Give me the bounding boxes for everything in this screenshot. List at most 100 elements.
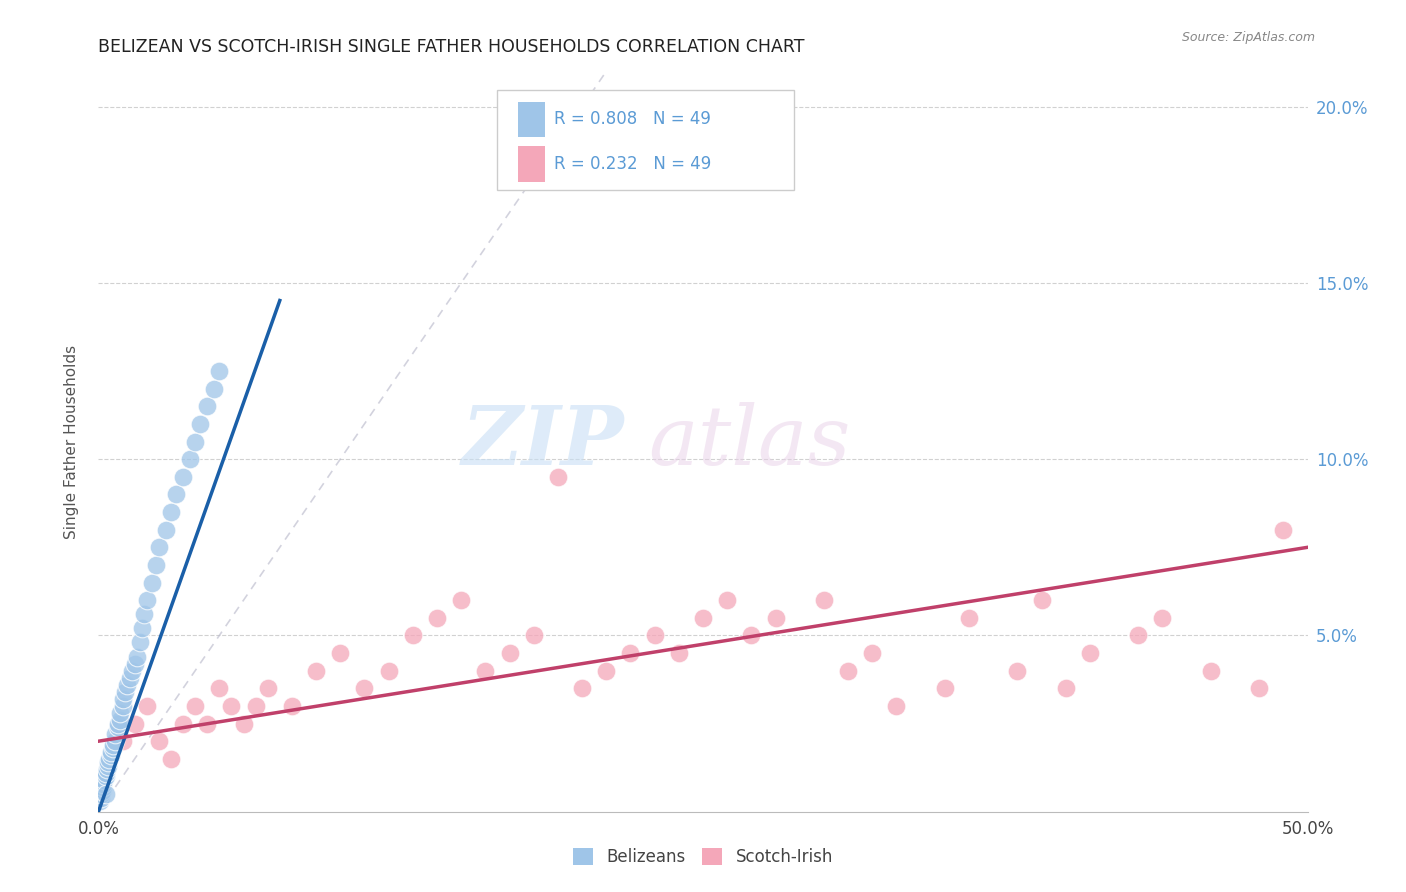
Point — [232, 716, 254, 731]
Point — [619, 646, 641, 660]
Point — [221, 698, 243, 713]
Point — [148, 734, 170, 748]
Point — [97, 759, 120, 773]
Point — [135, 698, 157, 713]
Text: ZIP: ZIP — [461, 401, 624, 482]
Point — [353, 681, 375, 696]
Point — [716, 593, 738, 607]
Point — [184, 698, 207, 713]
Point — [155, 523, 177, 537]
Point — [668, 646, 690, 660]
FancyBboxPatch shape — [517, 102, 544, 137]
Point — [117, 678, 139, 692]
Point — [94, 787, 117, 801]
Point — [377, 664, 399, 678]
Point — [145, 558, 167, 572]
Point — [1031, 593, 1053, 607]
Point — [450, 593, 472, 607]
Point — [1199, 664, 1222, 678]
Point — [208, 364, 231, 378]
Point — [90, 787, 112, 801]
Point — [121, 664, 143, 678]
Point — [179, 452, 201, 467]
Point — [837, 664, 859, 678]
Point — [98, 752, 121, 766]
Point — [765, 611, 787, 625]
Point — [860, 646, 883, 660]
Point — [547, 470, 569, 484]
Point — [134, 607, 156, 622]
Text: Source: ZipAtlas.com: Source: ZipAtlas.com — [1181, 31, 1315, 45]
Point — [184, 434, 207, 449]
Point — [281, 698, 304, 713]
Point — [305, 664, 328, 678]
Point — [934, 681, 956, 696]
Point — [195, 716, 218, 731]
Point — [426, 611, 449, 625]
Point — [91, 783, 114, 797]
Text: R = 0.232   N = 49: R = 0.232 N = 49 — [554, 155, 711, 173]
Point — [91, 780, 114, 794]
Point — [100, 748, 122, 763]
Point — [595, 664, 617, 678]
Text: R = 0.808   N = 49: R = 0.808 N = 49 — [554, 111, 711, 128]
Point — [89, 794, 111, 808]
Point — [692, 611, 714, 625]
Point — [104, 727, 127, 741]
Point — [160, 505, 183, 519]
Point — [101, 738, 124, 752]
Point — [1249, 681, 1271, 696]
Point — [97, 756, 120, 770]
Point — [208, 681, 231, 696]
Point — [1272, 523, 1295, 537]
Legend: Belizeans, Scotch-Irish: Belizeans, Scotch-Irish — [565, 840, 841, 875]
Point — [108, 706, 131, 720]
Point — [329, 646, 352, 660]
Text: atlas: atlas — [648, 401, 851, 482]
Point — [1128, 628, 1150, 642]
Point — [118, 671, 141, 685]
Point — [111, 692, 134, 706]
Point — [101, 741, 124, 756]
Point — [886, 698, 908, 713]
Point — [402, 628, 425, 642]
FancyBboxPatch shape — [517, 146, 544, 182]
Point — [813, 593, 835, 607]
Point — [160, 752, 183, 766]
Point — [1007, 664, 1029, 678]
Point — [195, 399, 218, 413]
Point — [114, 685, 136, 699]
Point — [104, 734, 127, 748]
Point — [172, 716, 194, 731]
Point — [141, 575, 163, 590]
Point — [111, 734, 134, 748]
Point — [571, 681, 593, 696]
Point — [131, 621, 153, 635]
Point — [91, 776, 114, 790]
Point — [107, 716, 129, 731]
Point — [148, 541, 170, 555]
Point — [188, 417, 211, 431]
Point — [644, 628, 666, 642]
Point — [128, 635, 150, 649]
Point — [474, 664, 496, 678]
Point — [124, 657, 146, 671]
Point — [245, 698, 267, 713]
Point — [740, 628, 762, 642]
Point — [135, 593, 157, 607]
Point — [165, 487, 187, 501]
Point — [498, 646, 520, 660]
Point — [100, 745, 122, 759]
Point — [1078, 646, 1101, 660]
Point — [124, 716, 146, 731]
Point — [204, 382, 226, 396]
Point — [127, 649, 149, 664]
Point — [94, 769, 117, 783]
Text: BELIZEAN VS SCOTCH-IRISH SINGLE FATHER HOUSEHOLDS CORRELATION CHART: BELIZEAN VS SCOTCH-IRISH SINGLE FATHER H… — [98, 38, 804, 56]
Point — [172, 470, 194, 484]
Point — [96, 763, 118, 777]
Point — [256, 681, 278, 696]
Point — [523, 628, 546, 642]
Point — [957, 611, 980, 625]
Point — [93, 772, 115, 787]
